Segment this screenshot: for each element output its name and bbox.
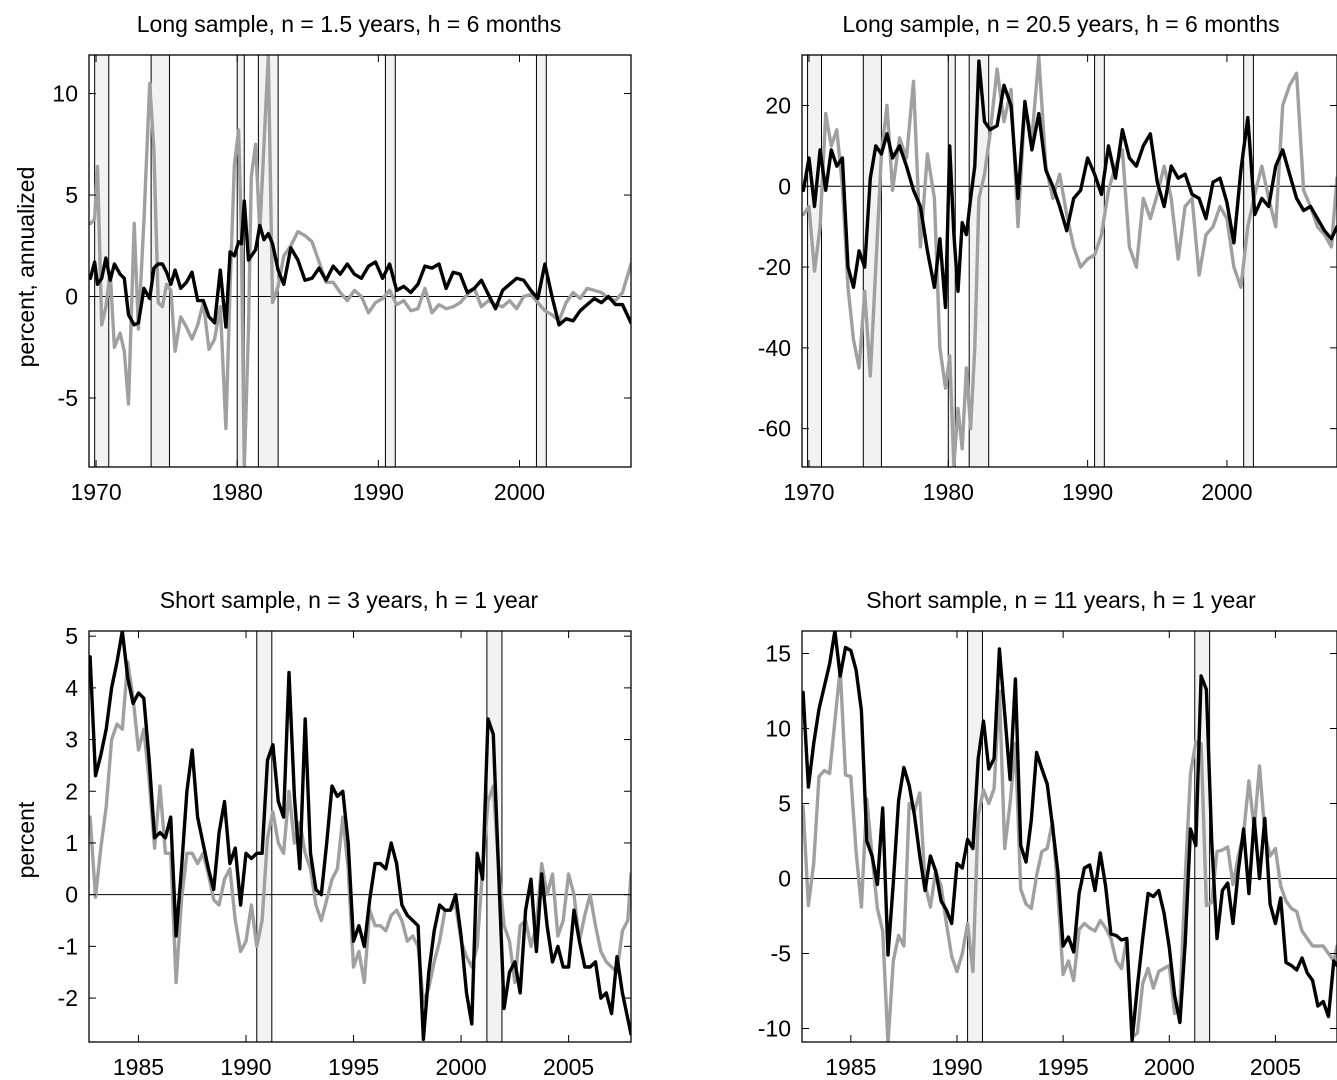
panel-long-sample-short-maturity: Long sample, n = 1.5 years, h = 6 months… (13, 11, 632, 505)
x-tick-label: 1990 (353, 479, 404, 505)
x-tick-label: 1980 (923, 479, 974, 505)
x-tick-label: 2000 (1144, 1054, 1195, 1080)
recession-band (535, 55, 547, 467)
recession-band (150, 55, 170, 467)
x-tick-label: 1970 (70, 479, 121, 505)
x-tick-label: 1990 (220, 1054, 271, 1080)
panel-title: Short sample, n = 11 years, h = 1 year (866, 587, 1256, 613)
plot-area (89, 631, 631, 1042)
panel-title: Long sample, n = 20.5 years, h = 6 month… (842, 11, 1279, 37)
y-tick-label: 5 (65, 182, 78, 208)
y-tick-label: 1 (65, 830, 78, 856)
series-line-gray (802, 666, 1337, 1042)
y-tick-label: -20 (758, 254, 791, 280)
x-tick-label: 1995 (1038, 1054, 1089, 1080)
x-tick-label: 1995 (328, 1054, 379, 1080)
plot-frame (801, 54, 1337, 468)
recession-band (1094, 55, 1105, 467)
x-tick-label: 1980 (212, 479, 263, 505)
plot-frame (88, 630, 632, 1043)
series-line-gray (89, 55, 631, 467)
x-tick-label: 1985 (825, 1054, 876, 1080)
series-line-black (802, 59, 1337, 310)
y-tick-label: -1 (58, 933, 78, 959)
panel-short-sample-long-maturity: Short sample, n = 11 years, h = 1 year 1… (758, 587, 1337, 1080)
y-tick-label: 0 (778, 173, 791, 199)
y-tick-label: -10 (758, 1016, 791, 1042)
y-tick-label: 0 (65, 284, 78, 310)
panel-short-sample-short-maturity: Short sample, n = 3 years, h = 1 year pe… (13, 587, 632, 1080)
y-tick-label: 20 (765, 92, 791, 118)
y-axis-label: percent, annualized (13, 167, 39, 368)
y-tick-label: 4 (65, 675, 78, 701)
plot-area (802, 631, 1337, 1042)
series-line-gray (802, 55, 1337, 467)
y-tick-label: -2 (58, 985, 78, 1011)
y-tick-label: -40 (758, 335, 791, 361)
y-tick-label: 5 (65, 623, 78, 649)
y-tick-label: -5 (771, 941, 791, 967)
x-tick-label: 2000 (1201, 479, 1252, 505)
series-line-black (802, 631, 1337, 1042)
y-tick-label: 10 (52, 81, 78, 107)
y-tick-label: 3 (65, 727, 78, 753)
series-line-black (89, 631, 631, 1042)
plot-area (802, 55, 1337, 467)
series-line-black (89, 199, 631, 329)
y-axis-label: percent (13, 801, 39, 878)
panel-title: Long sample, n = 1.5 years, h = 6 months (137, 11, 561, 37)
x-tick-label: 2005 (543, 1054, 594, 1080)
recession-band (384, 55, 396, 467)
y-tick-label: 10 (765, 716, 791, 742)
plot-frame (88, 54, 632, 468)
series-line-gray (89, 660, 631, 1005)
panel-title: Short sample, n = 3 years, h = 1 year (160, 587, 539, 613)
plot-frame (801, 630, 1337, 1043)
y-tick-label: -5 (58, 385, 78, 411)
recession-band (486, 631, 503, 1042)
x-tick-label: 1990 (931, 1054, 982, 1080)
y-tick-label: 5 (778, 791, 791, 817)
x-tick-label: 2000 (436, 1054, 487, 1080)
y-tick-label: 0 (778, 866, 791, 892)
x-tick-label: 1990 (1062, 479, 1113, 505)
panel-long-sample-long-maturity: Long sample, n = 20.5 years, h = 6 month… (758, 11, 1337, 505)
x-tick-label: 2000 (494, 479, 545, 505)
x-tick-label: 1985 (113, 1054, 164, 1080)
x-tick-label: 2005 (1250, 1054, 1301, 1080)
plot-area (89, 55, 631, 467)
y-tick-label: 15 (765, 641, 791, 667)
y-tick-label: -60 (758, 416, 791, 442)
x-tick-label: 1970 (783, 479, 834, 505)
y-tick-label: 2 (65, 778, 78, 804)
y-tick-label: 0 (65, 882, 78, 908)
